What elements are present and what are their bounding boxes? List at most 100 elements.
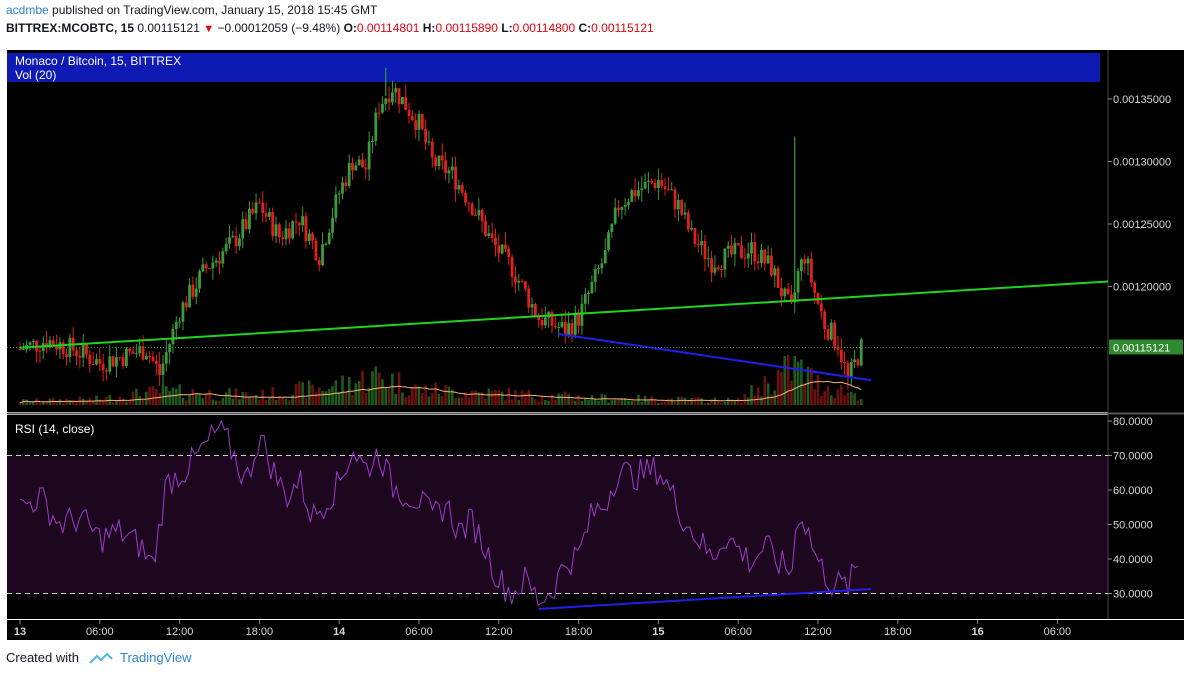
volume-bar (354, 383, 358, 405)
volume-bar (397, 372, 401, 405)
candle-body (361, 159, 364, 168)
candle-body (211, 262, 215, 269)
volume-bar (194, 394, 198, 405)
volume-bar (454, 398, 457, 405)
volume-bar (414, 384, 417, 405)
time-tick-label: 18:00 (565, 626, 593, 638)
author-link[interactable]: acdmbe (6, 3, 49, 17)
footer: Created with TradingView (6, 650, 192, 665)
candle-body (663, 186, 667, 190)
volume-bar (201, 398, 205, 405)
candle-body (161, 363, 165, 375)
candle-body (251, 208, 255, 214)
candle-body (98, 359, 102, 364)
volume-bar (45, 402, 48, 405)
candle-body (643, 181, 647, 189)
candle-body (264, 213, 268, 217)
candle-body (816, 292, 820, 304)
volume-bar (371, 371, 374, 405)
candle-body (168, 344, 172, 353)
volume-bar (687, 400, 690, 405)
volume-bar (274, 400, 278, 405)
low-label: L: (501, 21, 513, 35)
volume-bar (849, 391, 853, 405)
volume-bar (740, 402, 743, 405)
volume-bar (633, 401, 637, 405)
low-value: 0.00114800 (512, 21, 576, 35)
volume-bar (783, 355, 787, 405)
candle-body (706, 258, 710, 260)
candle-body (504, 244, 507, 249)
candle-body (726, 245, 730, 249)
volume-bar (750, 384, 753, 405)
volume-bar (241, 392, 245, 405)
candle-body (81, 344, 85, 358)
candle-body (198, 271, 201, 289)
candle-body (351, 163, 354, 171)
candle-body (843, 361, 846, 364)
legend-title: Monaco / Bitcoin, 15, BITTREX (15, 54, 181, 68)
time-tick-label: 12:00 (166, 626, 194, 638)
volume-bar (251, 396, 255, 405)
volume-bar (726, 397, 730, 405)
candle-body (716, 267, 720, 270)
candle-body (208, 268, 211, 270)
candle-body (464, 192, 467, 203)
volume-bar (404, 397, 407, 405)
candle-body (490, 233, 494, 238)
volume-bar (520, 390, 524, 405)
close-value: 0.00115121 (591, 21, 654, 35)
volume-bar (174, 388, 178, 405)
volume-bar (820, 395, 823, 405)
candle-body (38, 350, 42, 352)
volume-bar (288, 400, 291, 405)
candle-body (780, 287, 783, 297)
candle-body (394, 88, 398, 93)
candle-body (101, 363, 105, 371)
volume-bar (18, 402, 22, 405)
candle-body (540, 320, 544, 326)
candle-body (218, 260, 221, 264)
candle-body (813, 282, 817, 293)
candle-body (480, 210, 484, 222)
volume-bar (224, 392, 228, 405)
volume-bar (497, 390, 501, 405)
candle-body (301, 216, 305, 226)
candle-body (829, 322, 833, 340)
volume-bar (424, 384, 427, 405)
volume-bar (38, 402, 42, 405)
candle-body (760, 249, 763, 264)
volume-bar (630, 400, 634, 405)
candle-body (311, 233, 314, 241)
time-tick-label: 06:00 (86, 626, 114, 638)
volume-bar (321, 391, 324, 405)
time-tick-label: 12:00 (485, 626, 513, 638)
volume-bar (490, 390, 494, 405)
candle-body (354, 165, 358, 171)
volume-bar (786, 354, 790, 405)
tradingview-link[interactable]: TradingView (120, 650, 192, 665)
candle-body (583, 294, 587, 304)
candle-body (650, 180, 654, 183)
candle-body (331, 217, 334, 233)
candle-body (799, 259, 803, 272)
volume-bar (331, 386, 334, 405)
time-tick-label: 18:00 (884, 626, 912, 638)
volume-bar (557, 393, 560, 405)
volume-bar (467, 397, 471, 405)
candle-body (514, 276, 517, 283)
volume-bar (733, 399, 737, 405)
rsi-tick-label: 30.0000 (1113, 589, 1153, 601)
candle-body (51, 340, 55, 346)
candle-body (510, 257, 514, 277)
last-price: 0.00115121 (137, 21, 200, 35)
rsi-tick-label: 50.0000 (1113, 520, 1153, 532)
candle-body (507, 248, 511, 258)
volume-bar (307, 380, 311, 405)
volume-bar (158, 392, 161, 405)
open-value: 0.00114801 (356, 21, 420, 35)
volume-bar (613, 399, 617, 405)
volume-bar (550, 394, 554, 405)
candle-body (78, 356, 82, 358)
